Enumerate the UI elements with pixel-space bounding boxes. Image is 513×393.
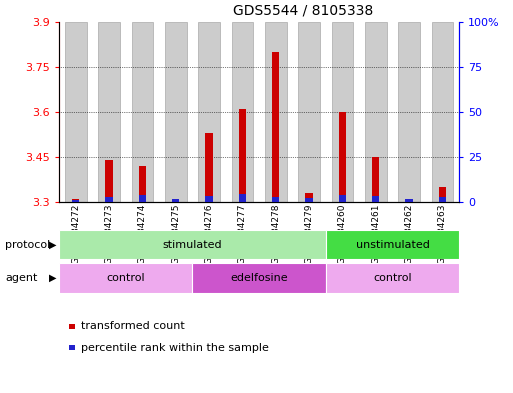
Bar <box>272 52 280 202</box>
Bar <box>239 194 246 202</box>
Bar <box>372 157 380 202</box>
Bar <box>439 197 446 202</box>
Text: unstimulated: unstimulated <box>356 240 429 250</box>
Bar <box>139 166 146 202</box>
Bar <box>139 195 146 202</box>
Bar <box>165 22 187 202</box>
Bar <box>205 196 213 202</box>
Bar <box>131 22 153 202</box>
Bar <box>172 199 180 202</box>
Text: edelfosine: edelfosine <box>230 273 288 283</box>
Bar <box>231 22 253 202</box>
Bar <box>272 197 280 202</box>
Text: ▶: ▶ <box>49 273 56 283</box>
Bar <box>105 160 113 202</box>
Bar <box>192 263 326 293</box>
Bar <box>72 199 80 202</box>
Bar <box>98 22 120 202</box>
Bar <box>65 22 87 202</box>
Bar <box>305 193 313 202</box>
Bar <box>398 22 420 202</box>
Bar <box>365 22 387 202</box>
Bar <box>205 133 213 202</box>
Bar <box>326 230 459 259</box>
Bar <box>239 109 246 202</box>
Bar <box>298 22 320 202</box>
Text: GDS5544 / 8105338: GDS5544 / 8105338 <box>233 4 373 18</box>
Text: control: control <box>373 273 412 283</box>
Text: ▶: ▶ <box>49 240 56 250</box>
Bar <box>405 199 413 202</box>
Bar <box>372 196 380 202</box>
Bar <box>331 22 353 202</box>
Bar <box>405 201 413 202</box>
Text: transformed count: transformed count <box>81 321 184 331</box>
Text: control: control <box>106 273 145 283</box>
Text: agent: agent <box>5 273 37 283</box>
Text: stimulated: stimulated <box>163 240 222 250</box>
Bar <box>105 197 113 202</box>
Bar <box>339 195 346 202</box>
Bar <box>431 22 453 202</box>
Text: protocol: protocol <box>5 240 50 250</box>
Bar <box>439 187 446 202</box>
Text: percentile rank within the sample: percentile rank within the sample <box>81 343 268 353</box>
Bar <box>339 112 346 202</box>
Bar <box>172 201 180 202</box>
Bar <box>265 22 287 202</box>
Bar <box>59 263 192 293</box>
Bar <box>305 198 313 202</box>
Bar <box>198 22 220 202</box>
Bar <box>326 263 459 293</box>
Bar <box>72 200 80 202</box>
Bar <box>59 230 326 259</box>
